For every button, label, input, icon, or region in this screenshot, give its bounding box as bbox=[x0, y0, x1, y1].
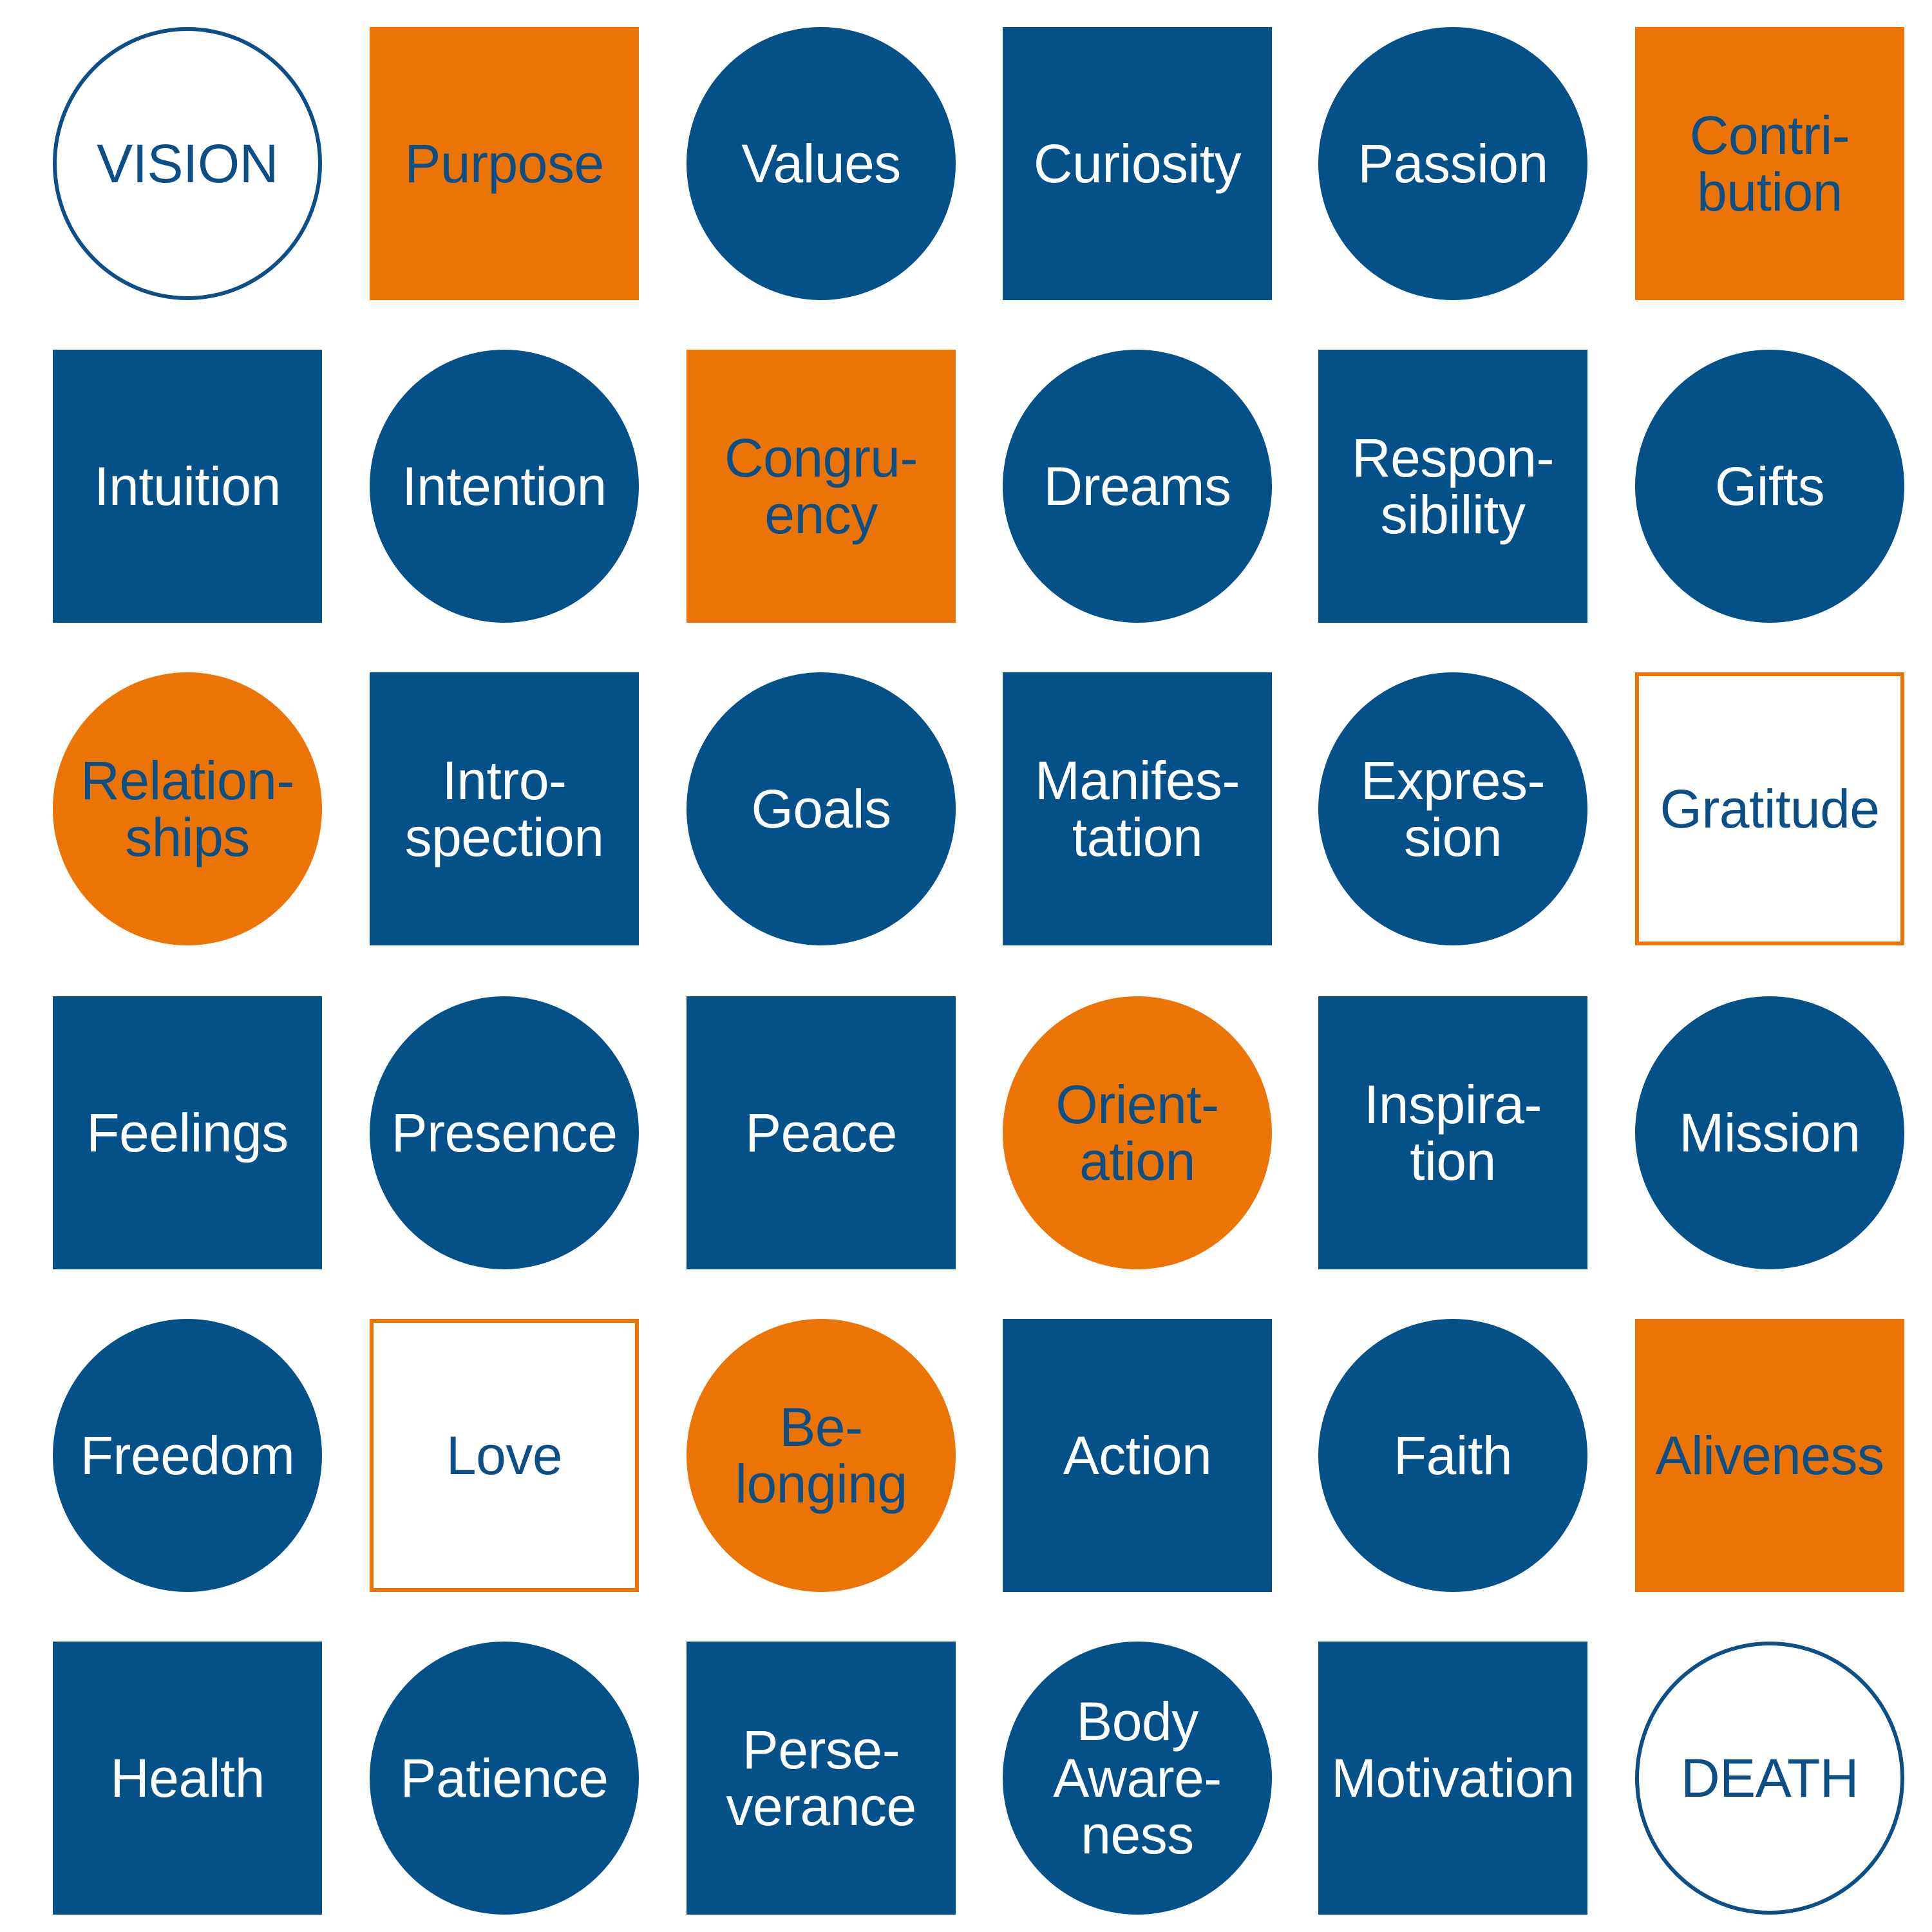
tile-feelings: Feelings bbox=[53, 996, 322, 1269]
tile-label: Presence bbox=[391, 1103, 618, 1163]
tile-label: Curiosity bbox=[1033, 133, 1242, 194]
tile-motivation: Motivation bbox=[1318, 1642, 1587, 1915]
tile-peace: Peace bbox=[687, 996, 956, 1269]
tile-label: Manifes- tation bbox=[1034, 750, 1240, 867]
tile-label: Health bbox=[110, 1748, 265, 1808]
tile-label: Intro- spection bbox=[404, 750, 604, 867]
tile-purpose: Purpose bbox=[370, 27, 639, 300]
tile-dreams: Dreams bbox=[1003, 350, 1272, 623]
tile-label: Action bbox=[1063, 1425, 1212, 1486]
tile-aliveness: Aliveness bbox=[1635, 1319, 1904, 1592]
tile-mission: Mission bbox=[1635, 996, 1904, 1269]
tile-inspiration: Inspira- tion bbox=[1318, 996, 1587, 1269]
tile-relationships: Relation- ships bbox=[53, 672, 322, 945]
tile-label: Peace bbox=[745, 1103, 897, 1163]
tile-passion: Passion bbox=[1318, 27, 1587, 300]
tile-responsibility: Respon- sibility bbox=[1318, 350, 1587, 623]
tile-label: Mission bbox=[1679, 1103, 1861, 1163]
tile-label: DEATH bbox=[1681, 1748, 1859, 1808]
tile-label: Intention bbox=[402, 456, 607, 516]
tile-label: Contri- bution bbox=[1689, 105, 1850, 222]
tile-label: Respon- sibility bbox=[1351, 428, 1555, 545]
tile-label: Patience bbox=[400, 1748, 609, 1808]
tile-label: Inspira- tion bbox=[1363, 1074, 1542, 1191]
tile-love: Love bbox=[370, 1319, 639, 1592]
tile-goals: Goals bbox=[687, 672, 956, 945]
tile-gratitude: Gratitude bbox=[1635, 672, 1904, 945]
tile-curiosity: Curiosity bbox=[1003, 27, 1272, 300]
tile-orientation: Orient- ation bbox=[1003, 996, 1272, 1269]
tile-label: Passion bbox=[1358, 133, 1548, 194]
tile-contribution: Contri- bution bbox=[1635, 27, 1904, 300]
tile-label: Perse- verance bbox=[726, 1719, 916, 1837]
tile-manifestation: Manifes- tation bbox=[1003, 672, 1272, 945]
tile-label: VISION bbox=[97, 133, 278, 194]
tile-presence: Presence bbox=[370, 996, 639, 1269]
tile-health: Health bbox=[53, 1642, 322, 1915]
tile-patience: Patience bbox=[370, 1642, 639, 1915]
tile-congruency: Congru- ency bbox=[687, 350, 956, 623]
tile-action: Action bbox=[1003, 1319, 1272, 1592]
tile-label: Gratitude bbox=[1660, 779, 1880, 839]
tile-perseverance: Perse- verance bbox=[687, 1642, 956, 1915]
tile-label: Orient- ation bbox=[1056, 1074, 1219, 1191]
tile-introspection: Intro- spection bbox=[370, 672, 639, 945]
tile-bodyawareness: Body Aware- ness bbox=[1003, 1642, 1272, 1915]
tile-label: Values bbox=[741, 133, 901, 194]
tile-label: Relation- ships bbox=[80, 750, 294, 867]
tile-label: Aliveness bbox=[1655, 1425, 1884, 1486]
tile-label: Faith bbox=[1393, 1425, 1513, 1486]
tile-intention: Intention bbox=[370, 350, 639, 623]
tile-freedom: Freedom bbox=[53, 1319, 322, 1592]
tile-gifts: Gifts bbox=[1635, 350, 1904, 623]
tile-label: Intuition bbox=[94, 456, 281, 516]
tile-expression: Expres- sion bbox=[1318, 672, 1587, 945]
tile-label: Love bbox=[446, 1425, 563, 1486]
tile-values: Values bbox=[687, 27, 956, 300]
tile-label: Motivation bbox=[1331, 1748, 1575, 1808]
tile-label: Purpose bbox=[404, 133, 604, 194]
tile-death: DEATH bbox=[1635, 1642, 1904, 1915]
tile-label: Be- longing bbox=[735, 1397, 907, 1514]
tile-label: Expres- sion bbox=[1361, 750, 1545, 867]
tile-vision: VISION bbox=[53, 27, 322, 300]
tile-label: Body Aware- ness bbox=[1053, 1691, 1222, 1865]
tile-label: Dreams bbox=[1043, 456, 1231, 516]
tile-belonging: Be- longing bbox=[687, 1319, 956, 1592]
tile-label: Feelings bbox=[86, 1103, 289, 1163]
tile-faith: Faith bbox=[1318, 1319, 1587, 1592]
tile-label: Congru- ency bbox=[724, 428, 918, 545]
tile-intuition: Intuition bbox=[53, 350, 322, 623]
tile-label: Goals bbox=[751, 779, 891, 839]
tile-label: Gifts bbox=[1714, 456, 1825, 516]
tile-label: Freedom bbox=[80, 1425, 295, 1486]
